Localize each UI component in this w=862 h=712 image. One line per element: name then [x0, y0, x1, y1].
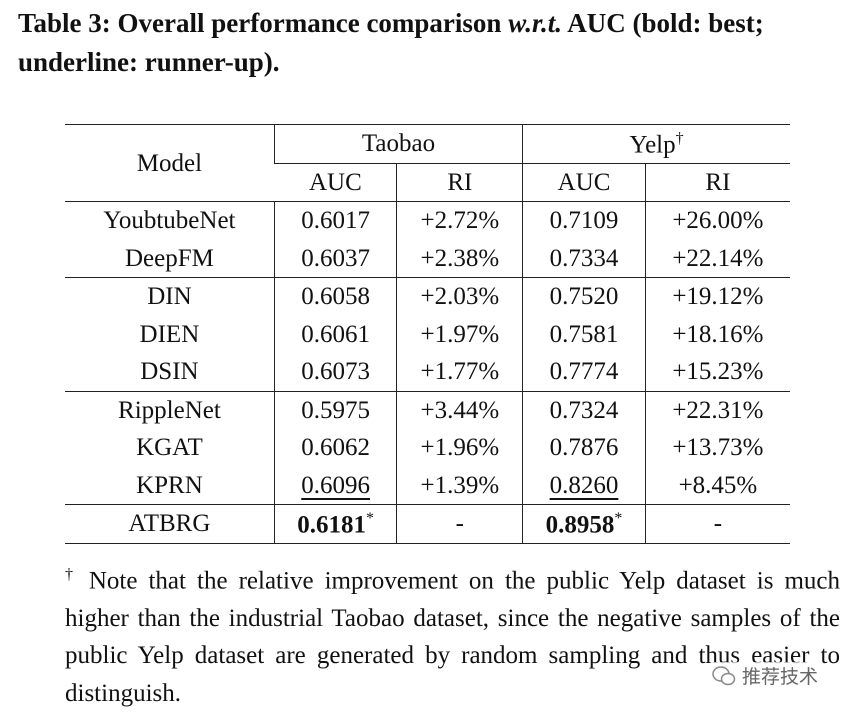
table-cell: 0.7109: [522, 201, 646, 240]
table-row: DSIN 0.6073 +1.77% 0.7774 +15.23%: [65, 353, 790, 391]
table-row: DIN 0.6058 +2.03% 0.7520 +19.12%: [65, 277, 790, 316]
wechat-icon: [712, 665, 736, 685]
table-cell: -: [396, 504, 523, 544]
table-cell: +1.96%: [396, 429, 523, 467]
table-cell: 0.7324: [522, 390, 646, 429]
table-cell: 0.5975: [273, 390, 397, 429]
group-header: Yelp†: [522, 124, 790, 164]
table-row: DIEN 0.6061 +1.97% 0.7581 +18.16%: [65, 315, 790, 353]
table-row: RippleNet 0.5975 +3.44% 0.7324 +22.31%: [65, 390, 790, 429]
group-name: Yelp: [629, 130, 676, 158]
table-row: KPRN 0.6096 +1.39% 0.8260 +8.45%: [65, 466, 790, 505]
table-cell: +2.38%: [396, 239, 523, 278]
table-cell: 0.6073: [273, 353, 397, 391]
table-cell: 0.6061: [273, 315, 397, 353]
table-cell: 0.6017: [273, 201, 397, 240]
table: Model Taobao Yelp† AUC RI AUC RI YoubtubeNet 0.6…: [65, 124, 790, 544]
table-cell: +15.23%: [644, 353, 790, 391]
table-cell: +19.12%: [644, 277, 790, 316]
caption-label: Table 3:: [18, 8, 111, 38]
table-cell: DIEN: [139, 320, 200, 348]
table-row: ATBRG 0.6181* -0.8958* -: [65, 504, 790, 544]
group-name: Taobao: [361, 130, 436, 158]
cell-value: 0.6181: [297, 510, 367, 538]
table-cell: 0.6058: [273, 277, 397, 316]
footnote: † Note that the relative improvement on …: [65, 556, 840, 712]
table-cell: RippleNet: [65, 390, 275, 429]
table-cell: KGAT: [136, 434, 203, 462]
header-row: Model Taobao Yelp†: [65, 124, 790, 202]
footnote-text: Note that the relative improvement on th…: [65, 567, 841, 707]
table-cell: +22.31%: [644, 390, 790, 429]
table-cell: 0.7876: [522, 429, 646, 467]
table-cell: +26.00%: [644, 201, 790, 240]
table-cell: 0.7520: [522, 277, 646, 316]
table-cell: 0.7774: [522, 353, 646, 391]
caption-text: AUC (bold: best; underline: runner-up).: [18, 8, 764, 77]
cell-value: 0.8958: [545, 510, 615, 538]
table-cell: +1.97%: [396, 315, 523, 353]
group-header: Taobao: [273, 124, 523, 164]
cell-mark: *: [614, 509, 623, 527]
subheader-cell: RI: [644, 163, 790, 202]
group-mark: †: [675, 129, 684, 147]
cell-mark: *: [366, 509, 375, 527]
table-cell: DIN: [65, 277, 275, 316]
caption-text: Overall performance comparison: [117, 8, 502, 38]
footnote-mark: †: [65, 566, 78, 583]
subheader-cell: AUC: [309, 168, 362, 196]
table-cell: +3.44%: [396, 390, 523, 429]
table-cell: 0.6181*: [273, 504, 397, 544]
table-cell: +2.72%: [396, 201, 523, 240]
table-cell: +22.14%: [644, 239, 790, 278]
table-row: KGAT 0.6062 +1.96% 0.7876 +13.73%: [65, 429, 790, 467]
table-row: YoubtubeNet 0.6017 +2.72% 0.7109 +26.00%: [65, 201, 790, 240]
subheader-cell: RI: [396, 163, 523, 202]
table-cell: ATBRG: [65, 504, 275, 544]
subheader-cell: AUC: [522, 163, 646, 202]
cell-value: 0.8260: [549, 471, 619, 499]
table-cell: 0.7581: [522, 315, 646, 353]
caption-italic: w.r.t.: [508, 8, 562, 38]
header-cell: Model: [65, 124, 275, 202]
table-cell: 0.6096: [273, 466, 397, 505]
table-row: DeepFM 0.6037 +2.38% 0.7334 +22.14%: [65, 239, 790, 278]
table-cell: +18.16%: [644, 315, 790, 353]
header-row: AUC RI AUC RI: [65, 163, 790, 202]
table-cell: YoubtubeNet: [65, 201, 275, 240]
table-cell: DeepFM: [124, 244, 214, 272]
watermark-text: 推荐技术: [742, 666, 819, 688]
table-cell: +13.73%: [644, 429, 790, 467]
table-cell: 0.6062: [273, 429, 397, 467]
table-cell: +8.45%: [644, 466, 790, 505]
cell-value: 0.6096: [301, 471, 371, 499]
table-cell: 0.6037: [273, 239, 397, 278]
table-cell: +2.03%: [396, 277, 523, 316]
table-cell: DSIN: [140, 358, 199, 386]
table-cell: +1.77%: [396, 353, 523, 391]
table-cell: +1.39%: [396, 466, 523, 505]
table-cell: -: [644, 504, 790, 544]
table-cell: 0.8958*: [522, 504, 646, 544]
table-cell: KPRN: [136, 471, 203, 499]
watermark: 推荐技术: [712, 662, 819, 689]
table-cell: 0.7334: [522, 239, 646, 278]
caption: Table 3: Overall performance comparison …: [18, 4, 846, 82]
table-cell: 0.8260: [522, 466, 646, 505]
